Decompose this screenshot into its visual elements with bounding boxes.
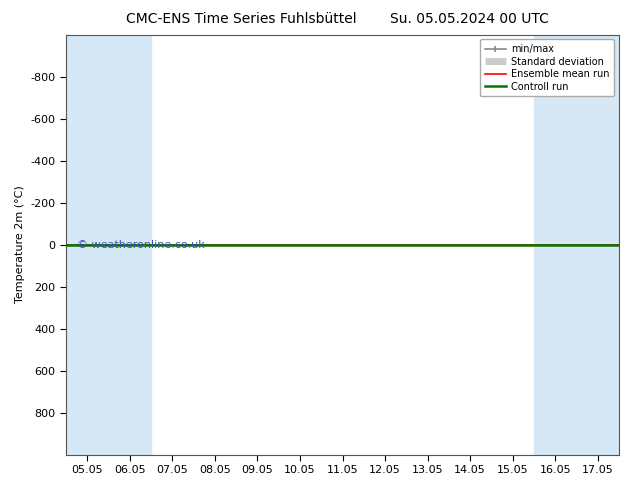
Legend: min/max, Standard deviation, Ensemble mean run, Controll run: min/max, Standard deviation, Ensemble me… <box>480 40 614 97</box>
Text: Su. 05.05.2024 00 UTC: Su. 05.05.2024 00 UTC <box>390 12 548 26</box>
Text: CMC-ENS Time Series Fuhlsbüttel: CMC-ENS Time Series Fuhlsbüttel <box>126 12 356 26</box>
Text: © weatheronline.co.uk: © weatheronline.co.uk <box>77 240 205 249</box>
Y-axis label: Temperature 2m (°C): Temperature 2m (°C) <box>15 186 25 303</box>
Bar <box>66 35 151 455</box>
Bar <box>534 35 634 455</box>
